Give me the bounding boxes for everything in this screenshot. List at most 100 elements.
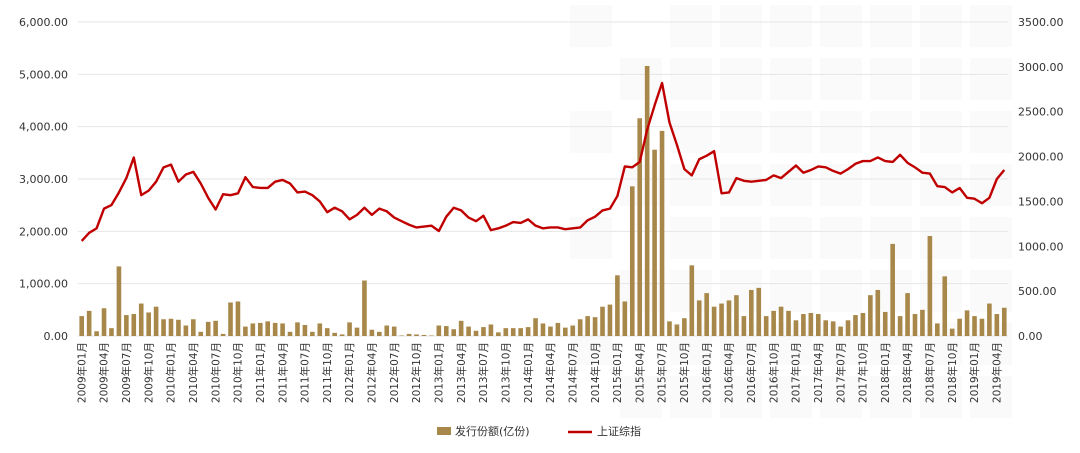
x-tick-label: 2013年01月 <box>433 342 446 403</box>
index-line <box>80 81 1006 242</box>
bar <box>205 321 211 336</box>
bar <box>421 334 427 336</box>
bar <box>659 130 665 336</box>
bar <box>146 312 151 336</box>
right-tick-label: 2000.00 <box>1018 151 1064 164</box>
bar <box>726 300 732 336</box>
watermark-tile <box>720 270 762 312</box>
x-tick-label: 2012年01月 <box>343 342 356 403</box>
bar <box>391 326 397 336</box>
bar <box>771 310 776 336</box>
legend-label-bar: 发行份额(亿份) <box>455 424 530 438</box>
bar <box>86 310 92 336</box>
x-tick-label: 2019年01月 <box>968 342 981 403</box>
watermark-tile <box>920 5 962 47</box>
x-tick-label: 2015年07月 <box>656 342 669 403</box>
bar <box>615 275 620 336</box>
bar <box>369 329 375 336</box>
watermark-tile <box>920 270 962 312</box>
bar <box>488 324 494 336</box>
bar <box>719 303 724 336</box>
left-axis-ticks: 0.00 1,000.00 2,000.00 3,000.00 4,000.00 5,00… <box>19 16 68 343</box>
bar <box>116 266 122 336</box>
bar <box>793 320 799 336</box>
x-tick-label: 2018年01月 <box>879 342 892 403</box>
line-series <box>80 81 1006 242</box>
bar <box>243 326 248 336</box>
x-tick-label: 2013年04月 <box>455 342 468 403</box>
watermark-tile <box>720 5 762 47</box>
bar <box>354 327 360 336</box>
watermark-tile <box>970 376 1012 418</box>
bar <box>518 328 523 336</box>
right-tick-label: 3500.00 <box>1018 16 1064 29</box>
bar <box>801 314 806 336</box>
watermark-tile <box>920 323 962 365</box>
bar <box>696 300 702 336</box>
bar <box>317 323 323 336</box>
x-tick-label: 2014年04月 <box>544 342 557 403</box>
x-tick-label: 2016年10月 <box>767 342 780 403</box>
bar <box>838 326 843 336</box>
watermark-tile <box>820 111 862 153</box>
watermark-tile <box>870 5 912 47</box>
bar <box>436 325 442 336</box>
x-tick-label: 2017年01月 <box>790 342 803 403</box>
bar <box>652 149 657 336</box>
bar <box>711 306 717 336</box>
bar <box>912 314 918 336</box>
bar <box>191 319 196 336</box>
right-axis-ticks: 0.00 500.00 1000.00 1500.00 2000.00 2500.00 30… <box>1018 16 1064 343</box>
bar <box>786 310 791 336</box>
right-tick-label: 1000.00 <box>1018 240 1064 253</box>
x-tick-label: 2012年10月 <box>410 342 423 403</box>
bar <box>250 323 256 336</box>
bar <box>756 287 762 336</box>
right-tick-label: 1500.00 <box>1018 195 1064 208</box>
watermark-tile <box>970 58 1012 100</box>
bar <box>704 293 709 336</box>
watermark-tile <box>570 323 612 365</box>
watermark-tile <box>920 111 962 153</box>
x-tick-label: 2019年04月 <box>991 342 1004 403</box>
bar <box>942 276 948 336</box>
watermark-tile <box>670 217 712 259</box>
bar <box>905 293 910 336</box>
watermark-tile <box>820 270 862 312</box>
left-tick-label: 3,000.00 <box>19 173 68 186</box>
x-tick-label: 2015年10月 <box>678 342 691 403</box>
watermark-tile <box>720 111 762 153</box>
watermark-tile <box>820 376 862 418</box>
x-tick-label: 2010年01月 <box>165 342 178 403</box>
watermark-tile <box>720 164 762 206</box>
x-tick-label: 2010年04月 <box>187 342 200 403</box>
bar <box>540 323 546 336</box>
bar <box>570 325 576 336</box>
watermark-tile <box>770 376 812 418</box>
bar <box>79 316 85 336</box>
watermark-tile <box>970 217 1012 259</box>
bar <box>287 331 293 336</box>
bar <box>882 311 888 336</box>
x-tick-label: 2011年01月 <box>254 342 267 403</box>
x-tick-label: 2016年04月 <box>723 342 736 403</box>
watermark-tile <box>820 5 862 47</box>
bar <box>964 310 970 336</box>
bar <box>585 316 590 336</box>
watermark-tile <box>820 164 862 206</box>
watermark-tile <box>570 217 612 259</box>
x-tick-label: 2014年10月 <box>589 342 602 403</box>
bar <box>161 319 166 336</box>
bar <box>763 316 769 336</box>
watermark-tile <box>920 376 962 418</box>
legend: 发行份额(亿份) 上证综指 <box>437 424 641 438</box>
bar <box>362 280 367 336</box>
bar <box>987 303 992 336</box>
bar <box>466 326 471 336</box>
bar <box>347 322 352 336</box>
x-tick-label: 2015年04月 <box>633 342 646 403</box>
x-tick-label: 2018年07月 <box>924 342 937 403</box>
bar <box>101 308 107 336</box>
